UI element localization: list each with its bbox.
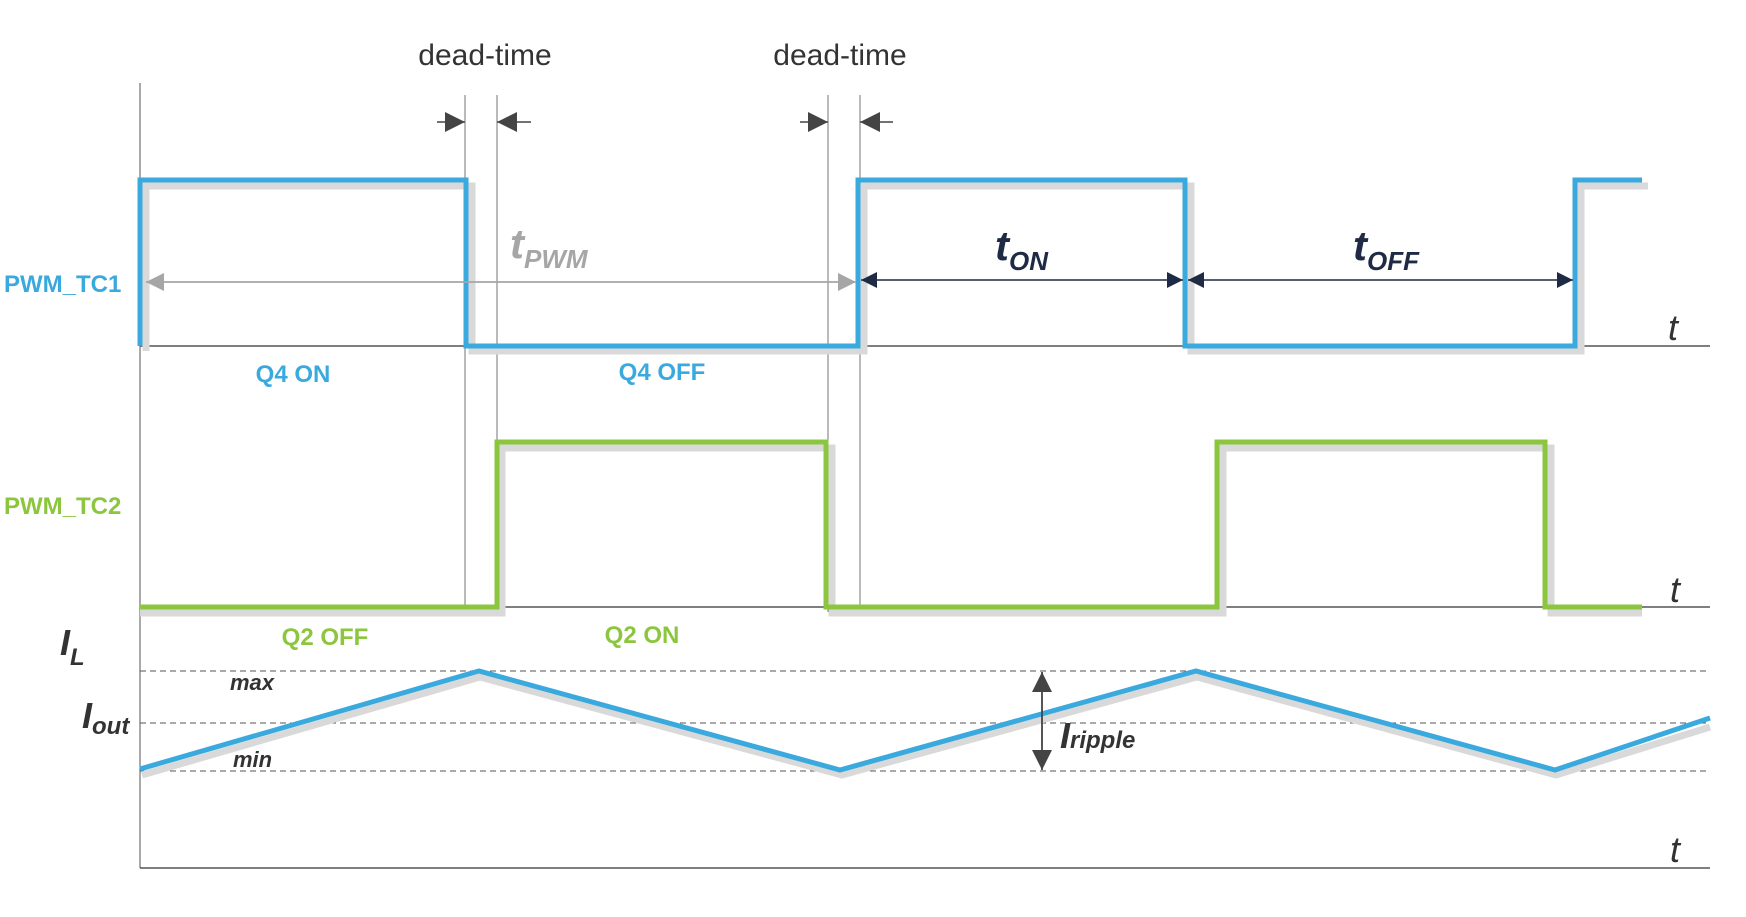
q2-off-label: Q2 OFF [282, 624, 369, 651]
q4-off-label: Q4 OFF [619, 359, 706, 386]
t-axis-label-3: t [1670, 829, 1682, 870]
q2-on-label: Q2 ON [605, 622, 680, 649]
pwm-tc2-shadow [140, 444, 1642, 617]
inductor-current-waveform [139, 668, 1711, 773]
dead-time-label-1: dead-time [418, 39, 551, 72]
q4-on-label: Q4 ON [256, 361, 331, 388]
max-label: max [230, 670, 275, 695]
t-pwm-label: tPWM [510, 220, 589, 274]
min-label: min [233, 747, 272, 772]
dead-time-label-2: dead-time [773, 39, 906, 72]
iout-label: Iout [82, 695, 130, 740]
pwm-tc2-label: PWM_TC2 [4, 493, 121, 520]
t-axis-label-1: t [1668, 307, 1680, 348]
pwm-tc2-waveform [140, 439, 1642, 610]
i-ripple-label: Iripple [1060, 715, 1135, 756]
pwm-tc1-shadow [142, 182, 1648, 355]
t-off-label: tOFF [1353, 222, 1420, 276]
pwm-tc1-waveform [137, 177, 1642, 349]
il-label: IL [60, 622, 85, 671]
t-axis-label-2: t [1670, 569, 1682, 610]
inductor-current-shadow [141, 673, 1712, 779]
pwm-tc1-label: PWM_TC1 [4, 271, 121, 298]
current-reference-lines [140, 670, 1710, 772]
t-on-label: tON [995, 222, 1049, 276]
